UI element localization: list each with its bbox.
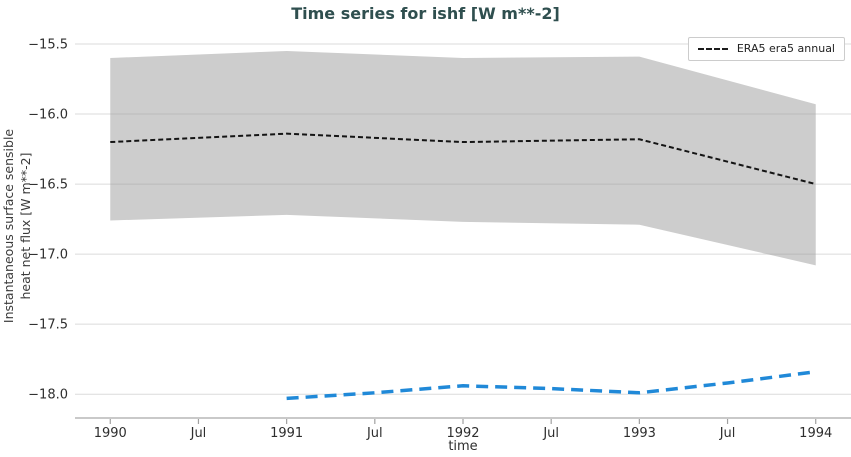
x-tick-label: 1990 xyxy=(94,426,127,441)
legend-dashed-line-icon xyxy=(697,47,728,50)
y-tick-label: −15.5 xyxy=(28,38,68,53)
uncertainty-band xyxy=(110,51,816,266)
x-tick-label: 1994 xyxy=(799,426,832,441)
series-line-blue xyxy=(286,370,816,401)
x-tick-label: 1992 xyxy=(446,426,479,441)
series-line-era5-annual xyxy=(110,132,816,186)
x-tick-label: Jul xyxy=(542,426,559,441)
y-tick-label: −16.0 xyxy=(28,108,68,123)
x-tick-label: 1993 xyxy=(623,426,656,441)
y-tick-label: −18.0 xyxy=(28,388,68,403)
x-tick-label: Jul xyxy=(366,426,383,441)
y-tick-label: −17.0 xyxy=(28,248,68,263)
y-tick-label: −17.5 xyxy=(28,318,68,333)
x-tick-label: Jul xyxy=(719,426,736,441)
chart-title: Time series for ishf [W m**-2] xyxy=(291,4,560,23)
y-axis-label: Instantaneous surface sensible heat net … xyxy=(1,128,33,324)
legend: ERA5 era5 annual xyxy=(687,37,845,61)
legend-entry-label: ERA5 era5 annual xyxy=(736,42,835,55)
x-tick-label: 1991 xyxy=(270,426,303,441)
y-tick-label: −16.5 xyxy=(28,178,68,193)
x-axis-label: time xyxy=(448,439,478,454)
x-tick-label: Jul xyxy=(190,426,207,441)
